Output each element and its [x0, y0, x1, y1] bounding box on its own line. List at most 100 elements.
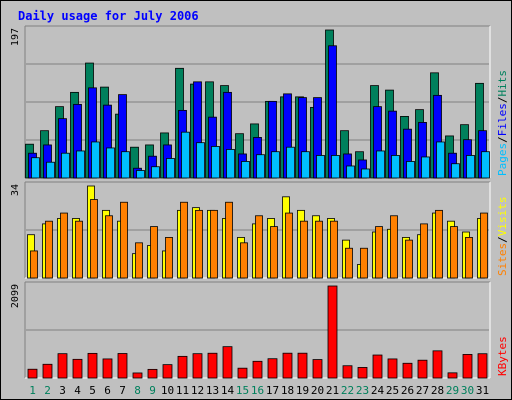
bar-sites-day-11	[180, 201, 188, 279]
legend-item-kbytes: KBytes	[496, 336, 509, 376]
bar-pages-day-10	[166, 158, 175, 179]
bar-pages-day-13	[211, 146, 220, 179]
day-label-9: 9	[149, 384, 156, 397]
bar-pages-day-15	[241, 161, 250, 179]
bar-kbytes-day-2	[42, 363, 53, 379]
bar-sites-day-24	[375, 226, 383, 279]
day-label-16: 16	[251, 384, 264, 397]
day-label-11: 11	[176, 384, 189, 397]
legend-separator: /	[496, 236, 509, 243]
legend-item-visits: Visits	[496, 197, 509, 237]
bar-kbytes-day-3	[57, 353, 68, 379]
bar-sites-day-28	[435, 209, 443, 279]
bar-sites-day-17	[270, 226, 278, 279]
bar-kbytes-day-24	[372, 354, 383, 379]
legend-visits-sites: Sites/Visits	[496, 197, 509, 277]
day-label-25: 25	[386, 384, 399, 397]
bar-sites-day-7	[120, 201, 128, 279]
bar-kbytes-day-14	[222, 346, 233, 379]
bar-sites-day-16	[255, 215, 263, 279]
bar-kbytes-day-22	[342, 365, 353, 379]
ymax-label-kbytes: 2099	[10, 284, 21, 308]
bar-kbytes-day-21	[327, 285, 338, 379]
bar-kbytes-day-1	[27, 368, 38, 379]
bar-pages-day-5	[91, 141, 100, 179]
bar-kbytes-day-26	[402, 362, 413, 379]
bar-sites-day-25	[390, 215, 398, 279]
bar-sites-day-30	[465, 237, 473, 279]
bar-sites-day-27	[420, 223, 428, 279]
day-label-10: 10	[161, 384, 174, 397]
day-label-24: 24	[371, 384, 385, 397]
bar-pages-day-22	[346, 165, 355, 179]
bar-pages-day-14	[226, 149, 235, 179]
bar-sites-day-19	[300, 220, 308, 279]
day-label-23: 23	[356, 384, 369, 397]
bar-sites-day-21	[330, 220, 338, 279]
bar-pages-day-2	[46, 161, 55, 179]
bar-sites-day-4	[75, 220, 83, 279]
bar-sites-day-1	[30, 250, 38, 279]
legend-item-sites: Sites	[496, 243, 509, 276]
ymax-label-visits-sites: 34	[10, 184, 21, 196]
bar-pages-day-29	[451, 163, 460, 179]
bar-kbytes-day-19	[297, 352, 308, 379]
bar-sites-day-18	[285, 212, 293, 279]
bar-pages-day-30	[466, 155, 475, 179]
bar-sites-day-13	[210, 209, 218, 279]
day-label-18: 18	[281, 384, 294, 397]
bar-pages-day-3	[61, 152, 70, 179]
day-label-28: 28	[431, 384, 444, 397]
bar-kbytes-day-31	[477, 353, 488, 379]
bar-sites-day-6	[105, 215, 113, 279]
legend-hits-files-pages: Pages/Files/Hits	[496, 70, 509, 176]
bar-pages-day-6	[106, 147, 115, 179]
day-label-29: 29	[446, 384, 459, 397]
bar-sites-day-20	[315, 220, 323, 279]
day-label-14: 14	[221, 384, 235, 397]
legend-item-pages: Pages	[496, 143, 509, 176]
day-label-5: 5	[89, 384, 96, 397]
bar-sites-day-26	[405, 239, 413, 279]
bar-pages-day-17	[271, 151, 280, 179]
bar-kbytes-day-27	[417, 359, 428, 379]
day-label-30: 30	[461, 384, 474, 397]
chart-title: Daily usage for July 2006	[18, 9, 199, 23]
day-label-22: 22	[341, 384, 354, 397]
bar-pages-day-27	[421, 156, 430, 179]
bar-pages-day-9	[151, 166, 160, 179]
bar-sites-day-12	[195, 209, 203, 279]
day-label-13: 13	[206, 384, 219, 397]
day-label-31: 31	[476, 384, 489, 397]
day-label-17: 17	[266, 384, 279, 397]
day-label-1: 1	[29, 384, 36, 397]
bar-kbytes-day-17	[267, 358, 278, 379]
bar-kbytes-day-13	[207, 352, 218, 379]
bar-sites-day-29	[450, 226, 458, 279]
legend-separator: /	[496, 97, 509, 104]
bar-kbytes-day-23	[357, 367, 368, 379]
day-label-27: 27	[416, 384, 429, 397]
bar-sites-day-9	[150, 226, 158, 279]
bar-pages-day-31	[481, 151, 490, 179]
bar-kbytes-day-6	[102, 358, 113, 379]
bar-sites-day-5	[90, 199, 98, 279]
bar-pages-day-24	[376, 150, 385, 179]
bar-sites-day-3	[60, 212, 68, 279]
bar-kbytes-day-7	[117, 353, 128, 379]
day-label-4: 4	[74, 384, 81, 397]
bar-sites-day-22	[345, 247, 353, 279]
bar-kbytes-day-20	[312, 359, 323, 379]
bar-pages-day-28	[436, 141, 445, 179]
bar-sites-day-10	[165, 237, 173, 279]
bar-pages-day-4	[76, 150, 85, 179]
bar-sites-day-14	[225, 201, 233, 279]
bar-pages-day-26	[406, 161, 415, 179]
bar-pages-day-12	[196, 142, 205, 179]
day-label-6: 6	[104, 384, 111, 397]
bar-sites-day-15	[240, 242, 248, 279]
bar-sites-day-8	[135, 242, 143, 279]
bar-pages-day-20	[316, 155, 325, 179]
bar-pages-day-16	[256, 154, 265, 179]
